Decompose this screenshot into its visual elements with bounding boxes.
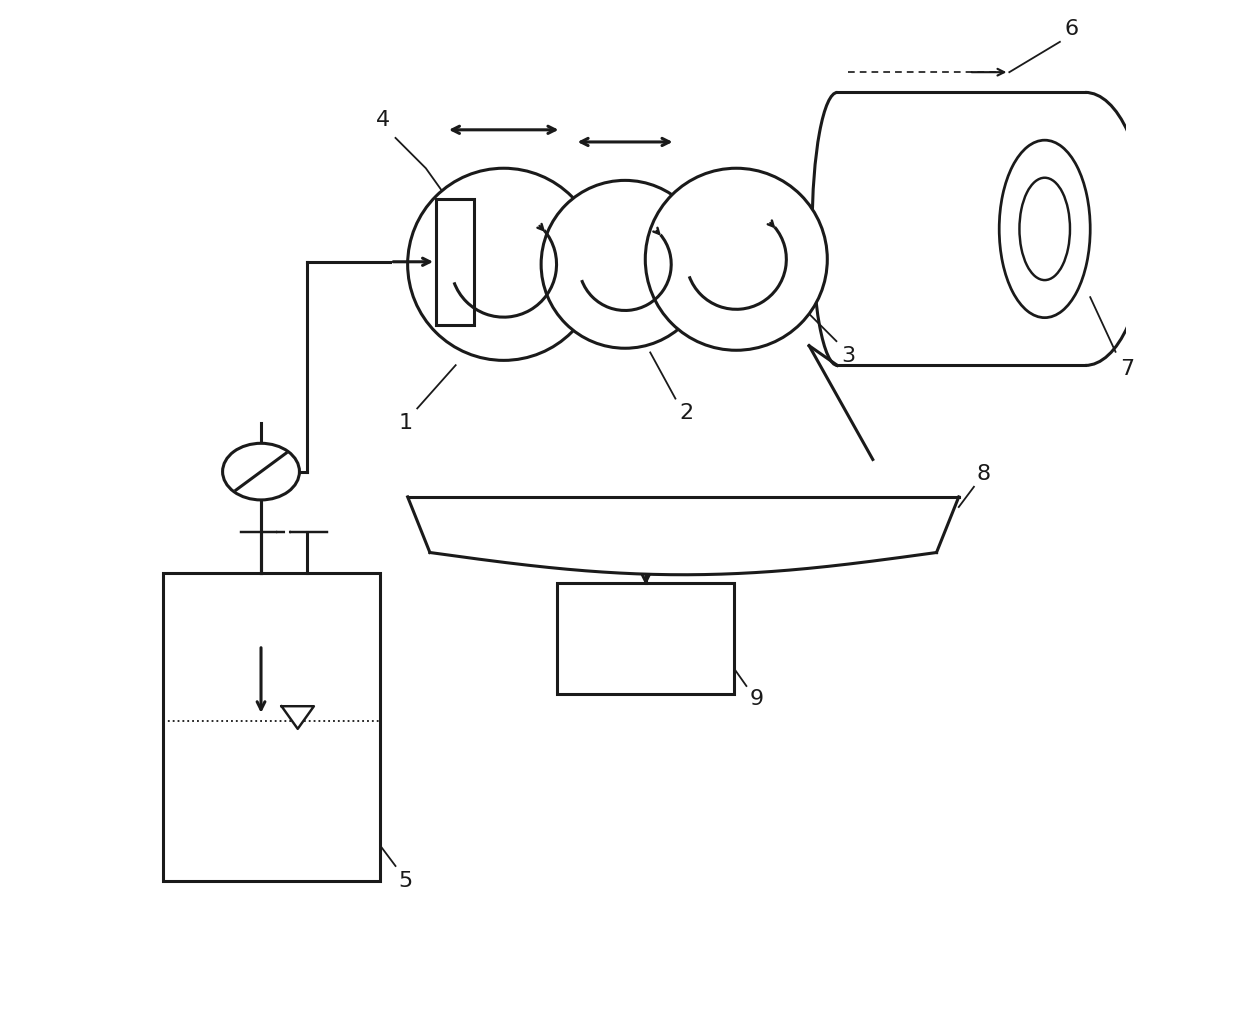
Circle shape (645, 168, 827, 350)
Text: 5: 5 (398, 871, 413, 891)
Circle shape (541, 180, 709, 348)
Text: 9: 9 (749, 690, 764, 709)
Text: 7: 7 (1121, 359, 1135, 378)
Ellipse shape (223, 443, 299, 500)
Text: 4: 4 (376, 110, 391, 130)
Bar (436, 199, 475, 324)
Text: 1: 1 (398, 414, 413, 433)
Text: 8: 8 (977, 463, 991, 484)
Polygon shape (281, 706, 314, 729)
Text: 3: 3 (841, 346, 856, 366)
Polygon shape (408, 497, 959, 553)
Bar (557, 583, 734, 694)
Text: 2: 2 (680, 403, 693, 423)
Bar (162, 573, 381, 881)
Circle shape (408, 168, 600, 360)
Text: 6: 6 (1065, 19, 1079, 39)
